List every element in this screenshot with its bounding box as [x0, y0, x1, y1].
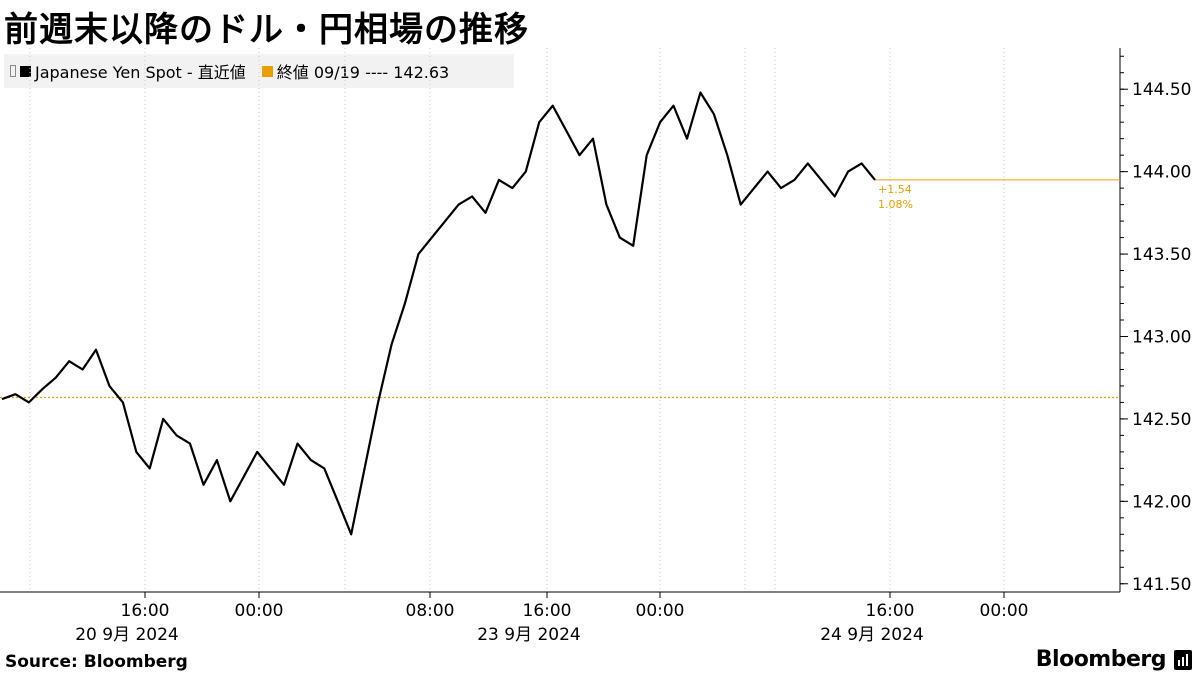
series-group	[1, 91, 876, 536]
y-tick-label: 143.50	[1132, 245, 1191, 265]
x-tick-time: 16:00	[523, 601, 572, 621]
x-tick-time: 08:00	[406, 601, 455, 621]
y-axis-ticks: 144.50 144.00 143.50 143.00 142.50 142.00 141.…	[1120, 55, 1191, 595]
chart-grid	[29, 48, 1005, 592]
x-tick-date: 23 9月 2024	[477, 625, 581, 645]
y-tick-label: 144.50	[1132, 80, 1191, 100]
legend-reference-label: 終値 09/19 ---- 142.63	[276, 63, 450, 82]
y-tick-label: 142.50	[1132, 410, 1191, 430]
x-tick-date: 24 9月 2024	[820, 625, 924, 645]
y-tick-label: 143.00	[1132, 327, 1191, 347]
bloomberg-terminal-icon	[1174, 650, 1192, 670]
chart-title: 前週末以降のドル・円相場の推移	[4, 10, 529, 50]
chart-legend: Japanese Yen Spot - 直近値 終値 09/19 ---- 14…	[4, 54, 514, 88]
legend-grip-icon[interactable]	[10, 65, 16, 77]
x-tick-time: 00:00	[235, 601, 284, 621]
annotation-change: +1.54	[878, 183, 912, 196]
legend-series-label: Japanese Yen Spot - 直近値	[35, 63, 246, 82]
legend-series-swatch	[20, 65, 31, 77]
x-tick-time: 00:00	[980, 601, 1029, 621]
legend-reference-swatch	[261, 65, 273, 77]
x-axis-ticks: 16:00 20 9月 2024 00:00 08:00 16:00 23 9月 2024…	[75, 592, 1029, 645]
brand-logo: Bloomberg	[1035, 647, 1167, 672]
x-tick-time: 00:00	[636, 601, 685, 621]
series-line	[1, 91, 876, 536]
y-tick-label: 142.00	[1132, 492, 1191, 512]
source-note: Source: Bloomberg	[5, 652, 188, 672]
x-tick-time: 16:00	[121, 601, 170, 621]
y-tick-label: 141.50	[1132, 575, 1191, 595]
annotation-pct: 1.08%	[878, 198, 913, 211]
x-tick-date: 20 9月 2024	[75, 625, 179, 645]
y-tick-label: 144.00	[1132, 163, 1191, 183]
x-tick-time: 16:00	[866, 601, 915, 621]
